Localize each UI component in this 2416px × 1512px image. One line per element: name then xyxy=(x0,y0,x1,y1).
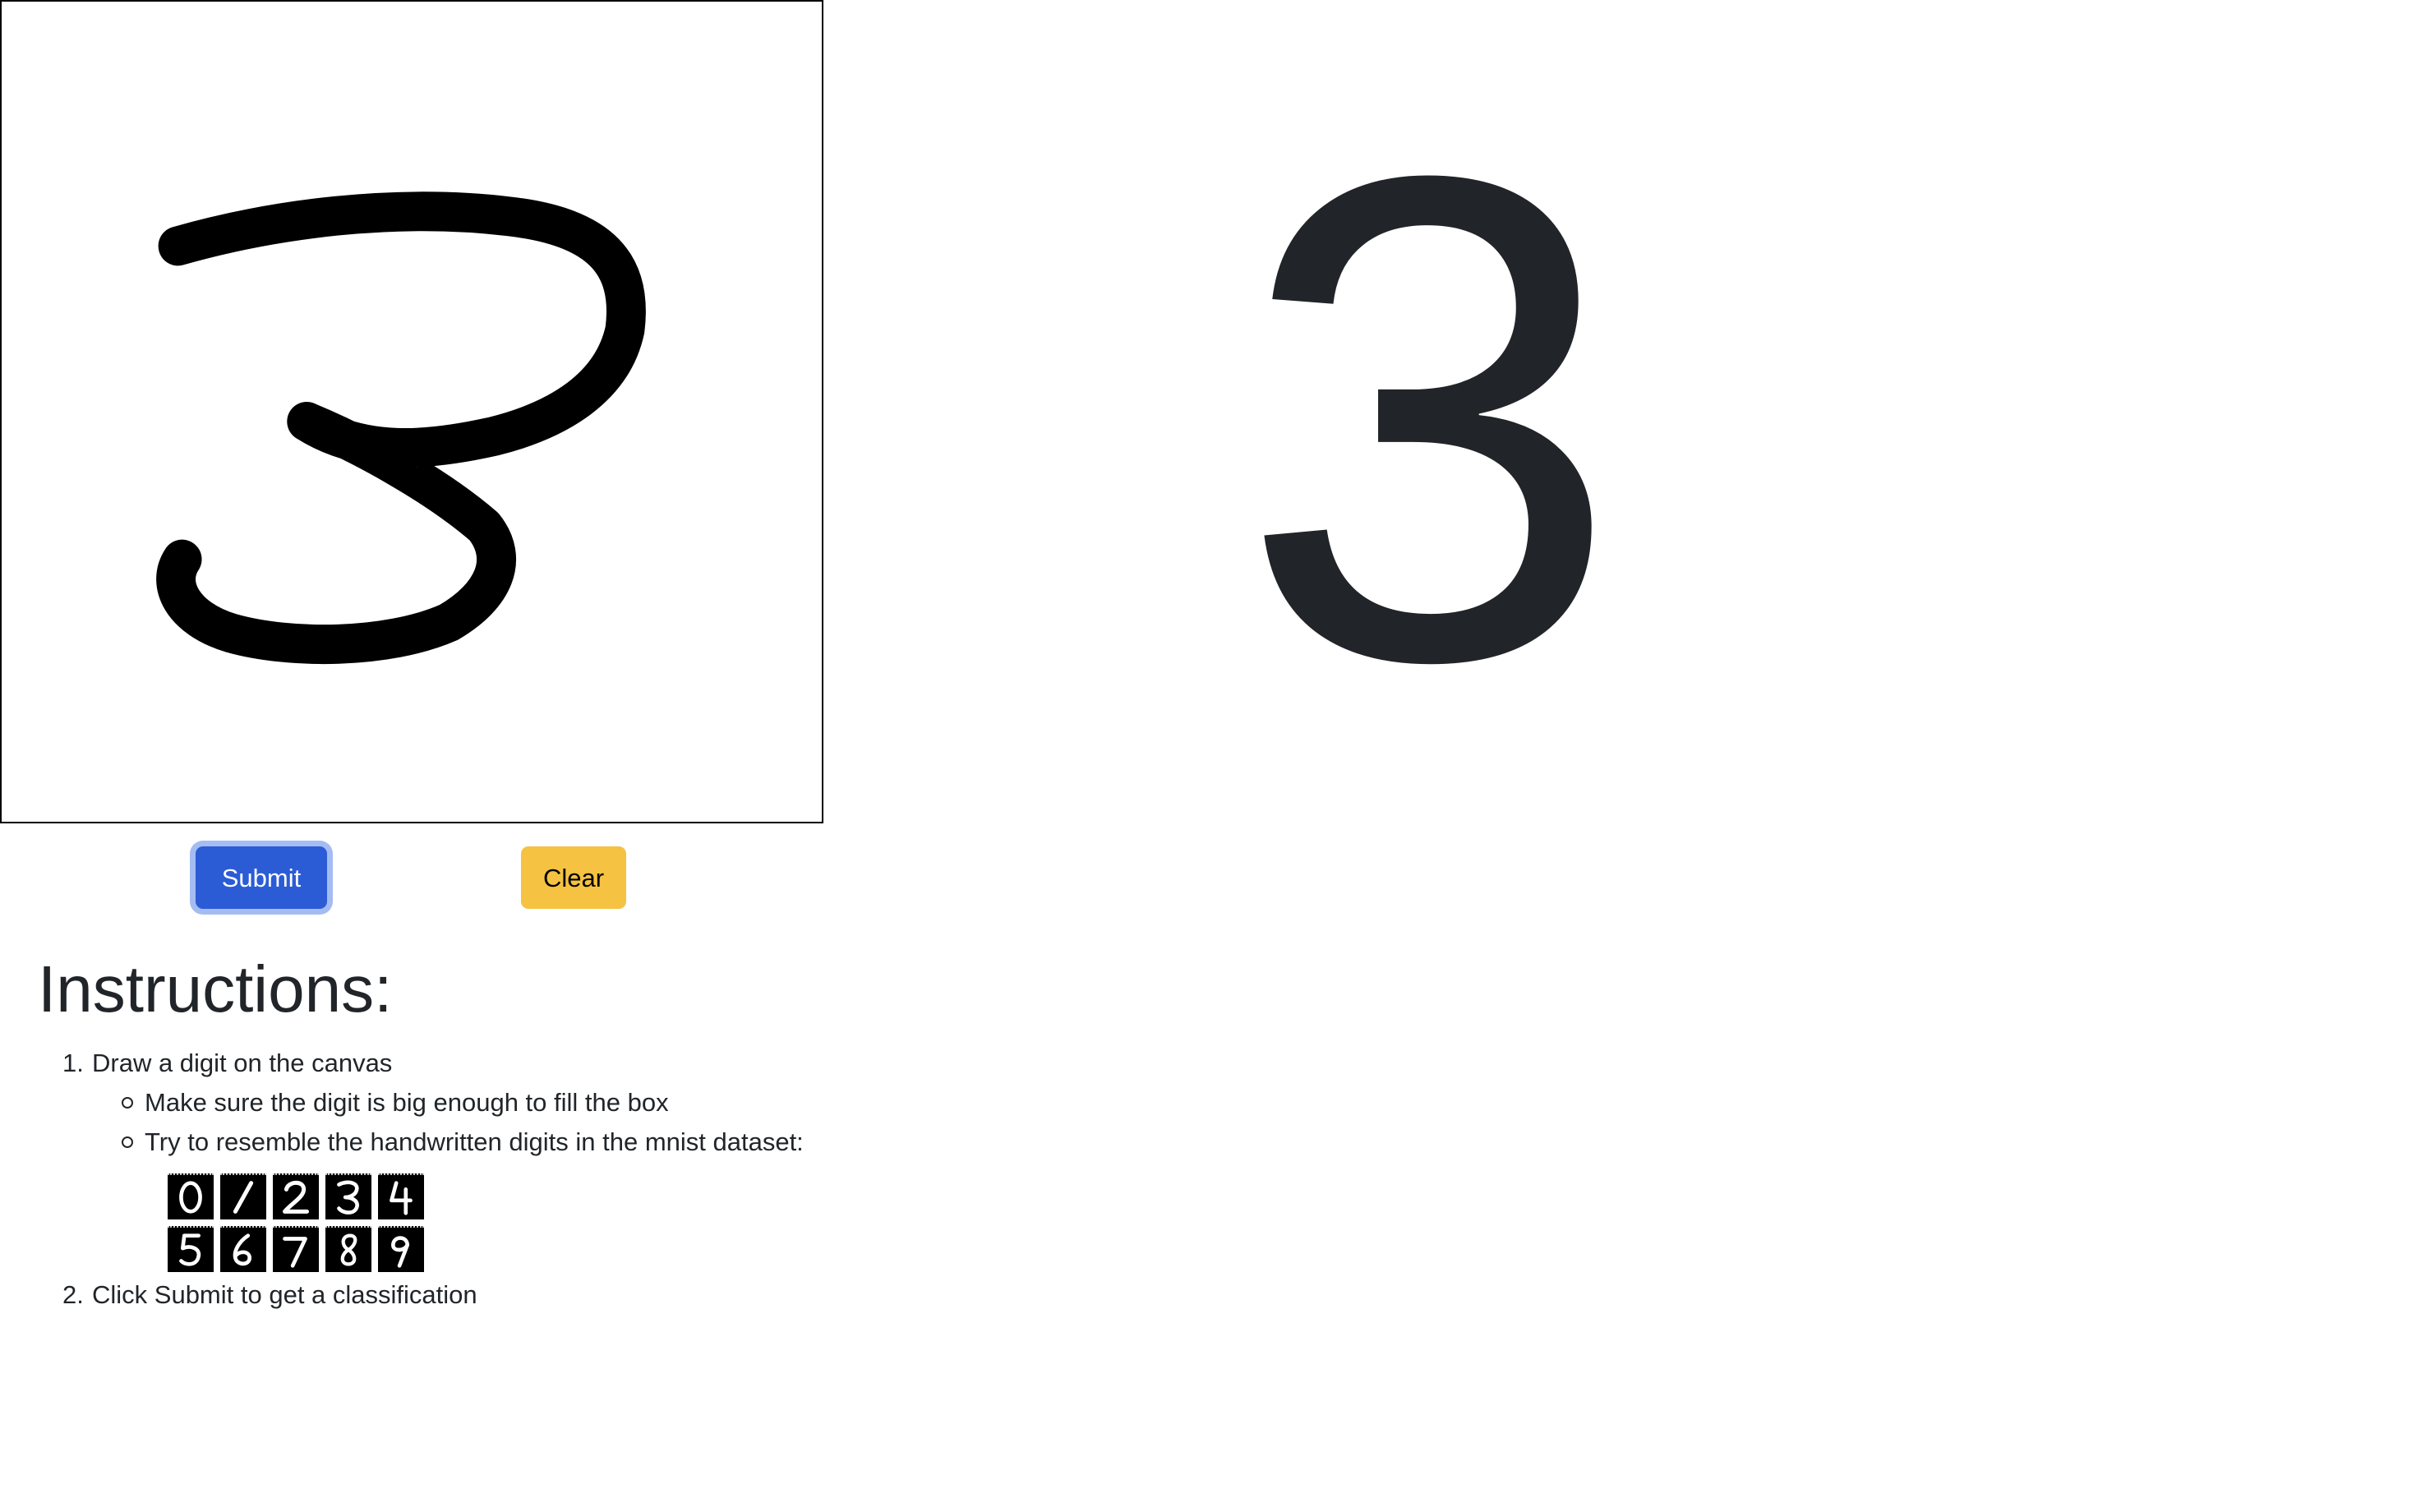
step-text: Draw a digit on the canvas xyxy=(92,1049,393,1077)
instructions-heading: Instructions: xyxy=(38,952,393,1026)
instruction-step: 1. Draw a digit on the canvas Make sure t… xyxy=(62,1044,804,1275)
instructions-list: 1. Draw a digit on the canvas Make sure t… xyxy=(62,1044,804,1315)
mnist-digit-7 xyxy=(273,1226,319,1272)
circle-bullet-icon xyxy=(122,1097,133,1109)
mnist-samples-image xyxy=(168,1173,804,1275)
circle-bullet-icon xyxy=(122,1136,133,1148)
step-number: 2. xyxy=(62,1280,84,1309)
mnist-digit-3 xyxy=(325,1173,371,1219)
handwritten-digit-stroke xyxy=(156,191,646,665)
sub-instruction-text: Try to resemble the handwritten digits i… xyxy=(145,1127,804,1156)
sub-instruction: Make sure the digit is big enough to fil… xyxy=(122,1083,804,1122)
sub-instructions: Make sure the digit is big enough to fil… xyxy=(62,1083,804,1275)
instruction-step: 2. Click Submit to get a classification xyxy=(62,1275,804,1315)
clear-button[interactable]: Clear xyxy=(521,846,626,909)
mnist-digit-2 xyxy=(273,1173,319,1219)
mnist-digit-0 xyxy=(168,1173,214,1219)
sub-instruction: Try to resemble the handwritten digits i… xyxy=(122,1122,804,1275)
submit-button[interactable]: Submit xyxy=(196,846,327,909)
step-text: Click Submit to get a classification xyxy=(92,1280,477,1309)
sub-instruction-text: Make sure the digit is big enough to fil… xyxy=(145,1088,669,1117)
mnist-digit-9 xyxy=(378,1226,424,1272)
mnist-digit-6 xyxy=(220,1226,266,1272)
mnist-digit-8 xyxy=(325,1226,371,1272)
mnist-digit-4 xyxy=(378,1173,424,1219)
drawing-canvas[interactable] xyxy=(0,0,823,823)
step-number: 1. xyxy=(62,1049,84,1077)
mnist-digit-1 xyxy=(220,1173,266,1219)
mnist-digit-5 xyxy=(168,1226,214,1272)
prediction-result: 3 xyxy=(1238,34,1622,804)
